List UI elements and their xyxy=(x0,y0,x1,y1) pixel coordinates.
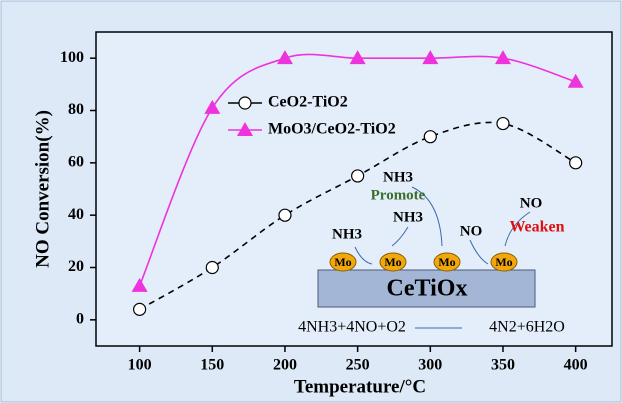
annotation: NO xyxy=(460,223,483,239)
data-point xyxy=(569,156,583,170)
mo-site xyxy=(433,252,461,272)
legend-label: CeO2-TiO2 xyxy=(268,94,348,111)
data-point xyxy=(422,50,439,65)
data-point xyxy=(133,302,147,316)
x-tick-label: 250 xyxy=(346,357,370,374)
data-point xyxy=(131,277,148,292)
annotation: CeTiOx xyxy=(387,276,468,302)
annotation: Mo xyxy=(384,255,401,269)
substrate xyxy=(317,269,536,308)
y-tick-label: 40 xyxy=(68,206,84,223)
x-tick-label: 100 xyxy=(128,357,152,374)
mo-site xyxy=(329,252,357,272)
y-tick-label: 0 xyxy=(76,311,84,328)
annotation: Mo xyxy=(334,255,351,269)
data-point xyxy=(278,208,292,222)
annotation: Mo xyxy=(495,255,512,269)
data-point xyxy=(423,130,437,144)
legend-marker xyxy=(237,122,253,136)
y-tick-label: 20 xyxy=(68,258,84,275)
data-point xyxy=(204,99,221,114)
legend-label: MoO3/CeO2-TiO2 xyxy=(268,121,396,138)
y-axis-label: NO Conversion(%) xyxy=(32,110,53,268)
annotation: NO xyxy=(520,195,543,211)
y-tick-label: 60 xyxy=(68,154,84,171)
data-point xyxy=(205,260,219,275)
x-tick-label: 350 xyxy=(491,357,515,374)
annotation: Mo xyxy=(438,255,455,269)
data-point xyxy=(276,50,293,65)
mo-site xyxy=(490,252,518,272)
data-point xyxy=(351,169,365,183)
annotation: NH3 xyxy=(393,209,423,225)
annotation: 4N2+6H2O xyxy=(489,319,565,336)
arrows xyxy=(354,186,531,329)
annotation: Weaken xyxy=(509,219,564,236)
legend-marker xyxy=(238,96,252,110)
mo-site xyxy=(379,252,407,272)
x-axis-label: Temperature/°C xyxy=(294,376,426,397)
x-tick-label: 300 xyxy=(418,357,442,374)
annotation: NH3 xyxy=(383,169,413,185)
y-tick-label: 80 xyxy=(68,101,84,118)
annotation: Promote xyxy=(371,187,426,203)
data-point xyxy=(349,50,366,65)
annotation: NH3 xyxy=(332,226,362,242)
x-tick-label: 400 xyxy=(564,357,588,374)
x-tick-label: 150 xyxy=(200,357,224,374)
x-tick-label: 200 xyxy=(273,357,297,374)
y-tick-label: 100 xyxy=(60,49,84,66)
annotation: 4NH3+4NO+O2 xyxy=(298,319,406,336)
data-point xyxy=(567,73,584,88)
data-point xyxy=(494,50,511,65)
data-point xyxy=(496,116,510,131)
